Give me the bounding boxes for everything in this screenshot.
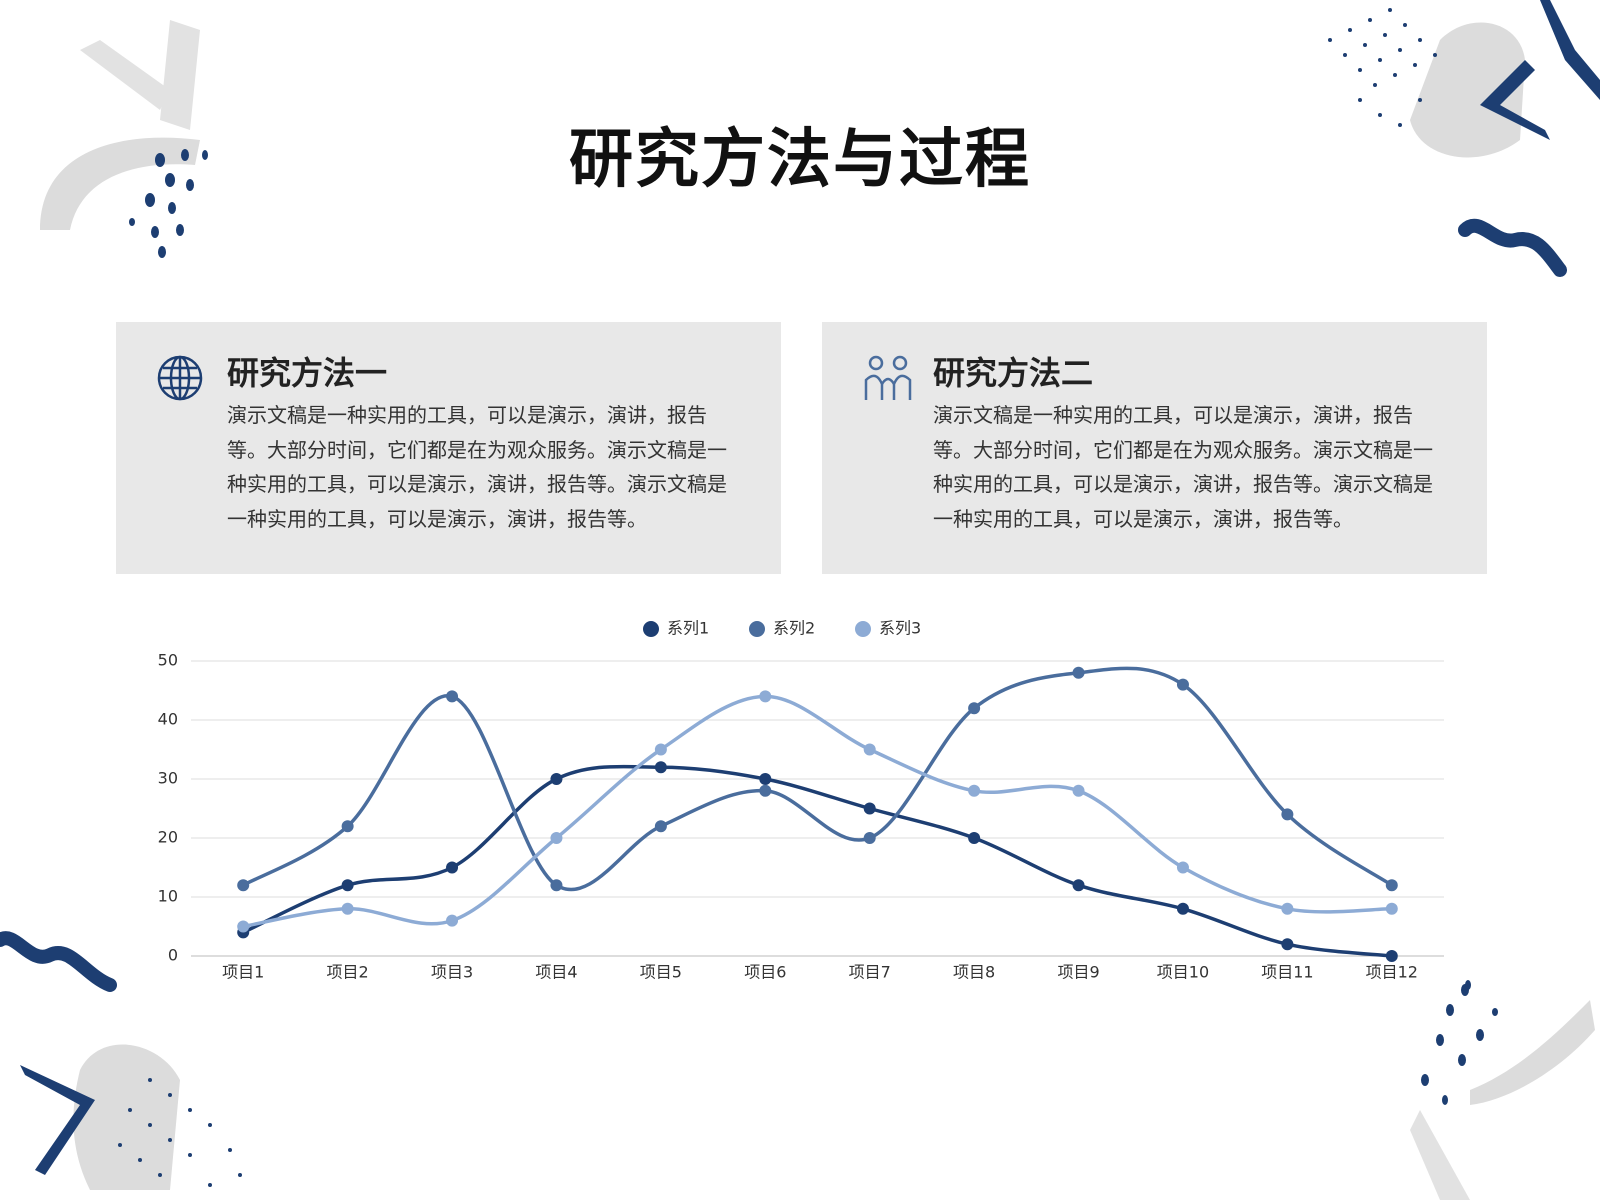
data-point (446, 861, 459, 874)
data-point (341, 820, 354, 833)
data-point (1072, 784, 1085, 797)
data-point (1176, 861, 1189, 874)
data-point (863, 743, 876, 756)
data-point (968, 702, 981, 715)
x-tick-label: 项目6 (744, 963, 786, 982)
data-point (550, 832, 563, 844)
data-point (1281, 902, 1294, 915)
data-point (759, 773, 772, 785)
y-tick-label: 10 (158, 887, 178, 906)
card-body: 演示文稿是一种实用的工具，可以是演示，演讲，报告等。大部分时间，它们都是在为观众… (227, 403, 727, 532)
x-tick-label: 项目12 (1366, 963, 1418, 982)
data-point (759, 690, 772, 703)
card-title: 研究方法一 (227, 354, 388, 392)
data-point (341, 879, 354, 892)
x-tick-label: 项目11 (1261, 963, 1313, 982)
data-point (341, 902, 354, 915)
legend-marker (749, 621, 765, 637)
x-tick-label: 项目2 (327, 963, 369, 982)
data-point (1072, 879, 1085, 892)
data-point (1385, 879, 1398, 892)
x-tick-label: 项目4 (535, 963, 577, 982)
data-point (550, 773, 563, 785)
data-point (1385, 902, 1398, 915)
data-point (968, 832, 981, 844)
data-point (446, 690, 459, 703)
x-tick-label: 项目1 (222, 963, 264, 982)
series-line (242, 764, 1392, 958)
data-point (654, 761, 667, 774)
x-tick-label: 项目10 (1157, 963, 1209, 982)
x-tick-label: 项目3 (431, 963, 473, 982)
legend-label: 系列3 (879, 619, 921, 638)
data-point (446, 914, 459, 927)
data-point (1385, 950, 1398, 962)
dots-pattern (1328, 8, 1437, 127)
people-icon (864, 355, 912, 400)
method-card: 研究方法二 演示文稿是一种实用的工具，可以是演示，演讲，报告等。大部分时间，它们… (822, 322, 1487, 574)
y-tick-label: 50 (158, 651, 178, 670)
y-tick-label: 40 (158, 710, 178, 729)
card-title: 研究方法二 (933, 354, 1094, 392)
data-point (968, 784, 981, 797)
x-tick-label: 项目8 (953, 963, 995, 982)
series-line (242, 694, 1392, 929)
data-point (654, 743, 667, 756)
x-tick-label: 项目9 (1057, 963, 1099, 982)
y-tick-label: 20 (158, 828, 178, 847)
data-point (1176, 678, 1189, 691)
legend-label: 系列2 (773, 619, 815, 638)
data-point (237, 920, 250, 933)
data-point (863, 802, 876, 815)
legend-label: 系列1 (667, 619, 709, 638)
data-point (550, 879, 563, 892)
data-point (1176, 902, 1189, 915)
x-tick-label: 项目7 (849, 963, 891, 982)
x-tick-label: 项目5 (640, 963, 682, 982)
data-point (863, 832, 876, 844)
y-tick-label: 0 (168, 946, 178, 965)
data-point (1072, 666, 1085, 679)
globe-icon (157, 355, 203, 401)
card-body: 演示文稿是一种实用的工具，可以是演示，演讲，报告等。大部分时间，它们都是在为观众… (933, 403, 1433, 532)
y-tick-label: 30 (158, 769, 178, 788)
data-point (237, 879, 250, 892)
legend-marker (855, 621, 871, 637)
legend-marker (643, 621, 659, 637)
data-point (759, 784, 772, 797)
data-point (1281, 938, 1294, 951)
slide-title: 研究方法与过程 (569, 123, 1031, 197)
data-point (654, 820, 667, 833)
series-line (242, 666, 1393, 892)
method-card: 研究方法一 演示文稿是一种实用的工具，可以是演示，演讲，报告等。大部分时间，它们… (116, 322, 781, 574)
data-point (1281, 808, 1294, 821)
